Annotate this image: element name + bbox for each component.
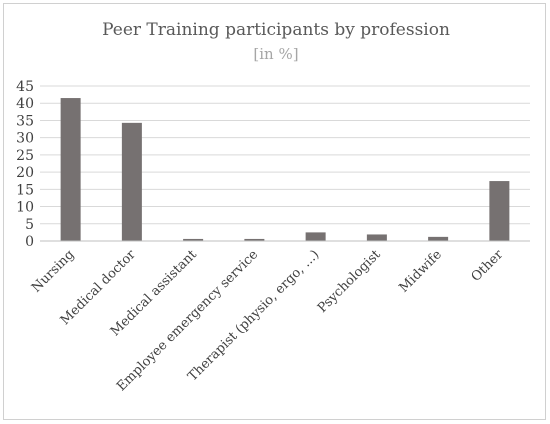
bar-chart: Peer Training participants by profession… xyxy=(16,20,530,395)
y-tick-label: 35 xyxy=(16,113,34,129)
y-tick-label: 45 xyxy=(16,79,34,95)
bars xyxy=(60,98,510,241)
x-category-label: Psychologist xyxy=(315,247,384,316)
bar-3 xyxy=(244,238,265,241)
chart-subtitle: [in %] xyxy=(253,45,298,63)
y-tick-label: 5 xyxy=(25,217,34,233)
y-tick-label: 10 xyxy=(16,200,34,216)
y-tick-label: 20 xyxy=(16,165,34,181)
x-category-label: Other xyxy=(469,247,507,285)
bar-0 xyxy=(60,98,81,241)
bar-1 xyxy=(121,122,142,241)
y-tick-label: 25 xyxy=(16,148,34,164)
y-tick-label: 30 xyxy=(16,131,34,147)
y-tick-label: 40 xyxy=(16,96,34,112)
chart-title: Peer Training participants by profession xyxy=(102,20,450,40)
bar-4 xyxy=(305,232,326,241)
bar-7 xyxy=(489,181,510,241)
bar-6 xyxy=(428,236,449,241)
y-tick-label: 0 xyxy=(25,234,34,250)
x-category-label: Therapist (physio, ergo, ...) xyxy=(185,247,322,384)
y-tick-label: 15 xyxy=(16,182,34,198)
x-category-label: Nursing xyxy=(29,247,77,295)
x-category-label: Midwife xyxy=(396,247,445,296)
bar-2 xyxy=(183,238,204,241)
gridlines xyxy=(40,85,530,225)
bar-5 xyxy=(366,234,387,241)
chart-frame: Peer Training participants by profession… xyxy=(3,3,546,420)
